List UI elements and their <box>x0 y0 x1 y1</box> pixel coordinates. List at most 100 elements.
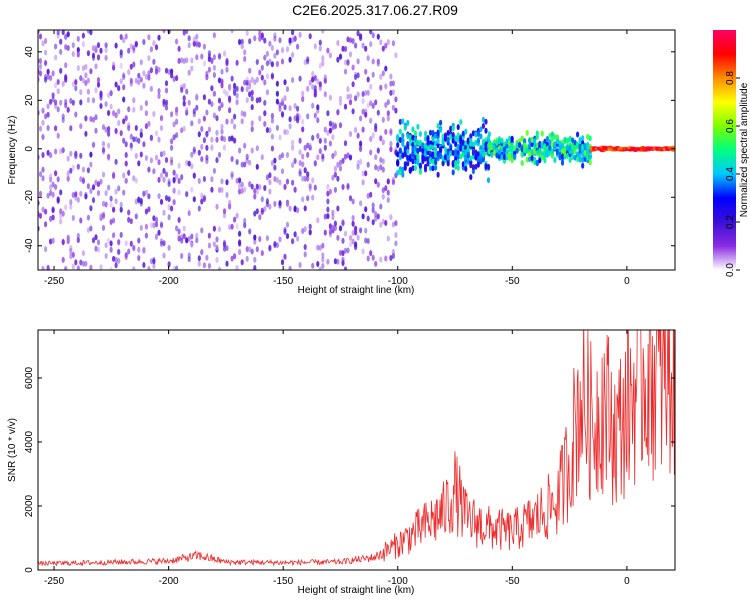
spectrogram-cell <box>54 125 58 132</box>
spectrogram-cell <box>159 172 164 179</box>
spectrogram-cell <box>508 146 512 153</box>
spectrogram-cell <box>273 157 277 164</box>
spectrogram-cell <box>157 34 161 41</box>
spectrogram-cell <box>293 115 297 122</box>
spectrogram-cell <box>313 184 317 191</box>
spectrogram-cell <box>486 164 491 171</box>
spectrogram-cell <box>588 135 592 142</box>
spectrogram-cell <box>348 99 353 106</box>
spectrogram-cell <box>159 221 164 228</box>
spectrogram-cell <box>152 215 156 222</box>
spectrogram-cell <box>84 63 88 70</box>
spectrogram-cell <box>520 160 524 167</box>
spectrogram-cell <box>441 160 445 167</box>
spectrogram-cell <box>343 140 348 147</box>
spectrogram-cell <box>253 193 257 200</box>
spectrogram-cell <box>308 79 312 86</box>
spectrogram-cell <box>205 132 209 139</box>
spectrogram-cell <box>311 84 315 91</box>
spectrogram-cell <box>265 235 269 242</box>
spectrogram-cell <box>298 168 302 175</box>
spectrogram-cell <box>164 171 169 178</box>
spectrogram-cell <box>230 171 234 178</box>
spectrogram-cell <box>278 179 282 186</box>
spectrogram-cell <box>581 135 585 142</box>
spectrogram-cell <box>487 148 491 155</box>
spectrogram-cell <box>341 184 345 190</box>
spectrogram-cell <box>308 223 312 230</box>
spectrogram-cell <box>49 75 53 81</box>
spectrogram-cell <box>328 127 332 134</box>
spectrogram-cell <box>225 66 229 73</box>
spectrogram-cell <box>109 246 113 253</box>
spectrogram-frame <box>37 29 676 271</box>
spectrogram-cell <box>354 74 358 81</box>
spectrogram-cell <box>114 158 118 165</box>
spectrogram-cell <box>154 216 159 223</box>
spectrogram-cell <box>311 102 315 109</box>
spectrogram-cell <box>308 33 312 40</box>
spectrogram-cell <box>436 150 440 157</box>
spectrogram-cell <box>177 178 181 184</box>
spectrogram-cell <box>346 86 350 93</box>
spectrogram-cell <box>466 150 470 157</box>
spectrogram-cell <box>533 148 537 155</box>
spectrogram-cell <box>96 246 101 253</box>
spectrogram-cell <box>192 172 196 179</box>
spectrogram-cell <box>41 134 45 140</box>
spectrogram-cell <box>278 154 282 161</box>
spectrogram-cell <box>190 163 194 170</box>
spectrogram-cell <box>293 206 297 213</box>
spectrogram-cell <box>308 229 312 236</box>
spectrogram-cell <box>338 159 343 166</box>
spectrogram-cell <box>235 212 239 219</box>
y-tick-label: 2000 <box>24 494 35 517</box>
spectrogram-cell <box>364 111 368 118</box>
spectrogram-cell <box>245 255 249 262</box>
spectrogram-cell <box>76 237 80 244</box>
spectrogram-cell <box>240 181 244 188</box>
spectrogram-cell <box>374 260 378 267</box>
spectrogram-cell <box>389 73 393 80</box>
spectrogram-cell <box>71 263 75 270</box>
spectrogram-cell <box>346 184 350 191</box>
spectrogram-cell <box>456 153 460 160</box>
spectrogram-cell <box>79 190 83 197</box>
spectrogram-cell <box>182 95 186 102</box>
y-tick-label: 20 <box>24 94 35 106</box>
spectrogram-cell <box>576 156 580 163</box>
spectrogram-cell <box>444 132 448 139</box>
spectrogram-cell <box>270 145 274 152</box>
spectrogram-cell <box>401 152 405 159</box>
spectrogram-cell <box>147 166 151 173</box>
spectrogram-cell <box>240 86 244 93</box>
spectrogram-cell <box>81 65 85 72</box>
spectrogram-cell <box>553 133 557 140</box>
spectrogram-cell <box>38 70 43 77</box>
spectrogram-cell <box>456 143 460 150</box>
spectrogram-cell <box>177 162 181 169</box>
spectrogram-cell <box>91 97 96 104</box>
spectrogram-cell <box>149 134 153 141</box>
spectrogram-cell <box>225 192 229 198</box>
spectrogram-cell <box>285 86 290 93</box>
spectrogram-cell <box>175 173 179 180</box>
spectrogram-cell <box>411 126 415 133</box>
spectrogram-cell <box>187 160 191 167</box>
spectrogram-cell <box>336 109 340 115</box>
spectrogram-cell <box>270 133 274 140</box>
spectrogram-cell <box>313 160 317 166</box>
spectrogram-cell <box>263 37 267 44</box>
spectrogram-cell <box>386 39 390 45</box>
spectrogram-cell <box>275 80 279 87</box>
spectrogram-cell <box>268 179 272 186</box>
spectrogram-cell <box>356 234 360 241</box>
spectrogram-cell <box>69 253 73 260</box>
spectrogram-cell <box>187 210 191 217</box>
spectrogram-cell <box>403 146 407 153</box>
spectrogram-cell <box>270 160 274 167</box>
spectrogram-cell <box>122 96 126 103</box>
spectrogram-cell <box>107 237 111 244</box>
spectrogram-cell <box>479 126 483 133</box>
spectrogram-cell <box>134 152 138 159</box>
